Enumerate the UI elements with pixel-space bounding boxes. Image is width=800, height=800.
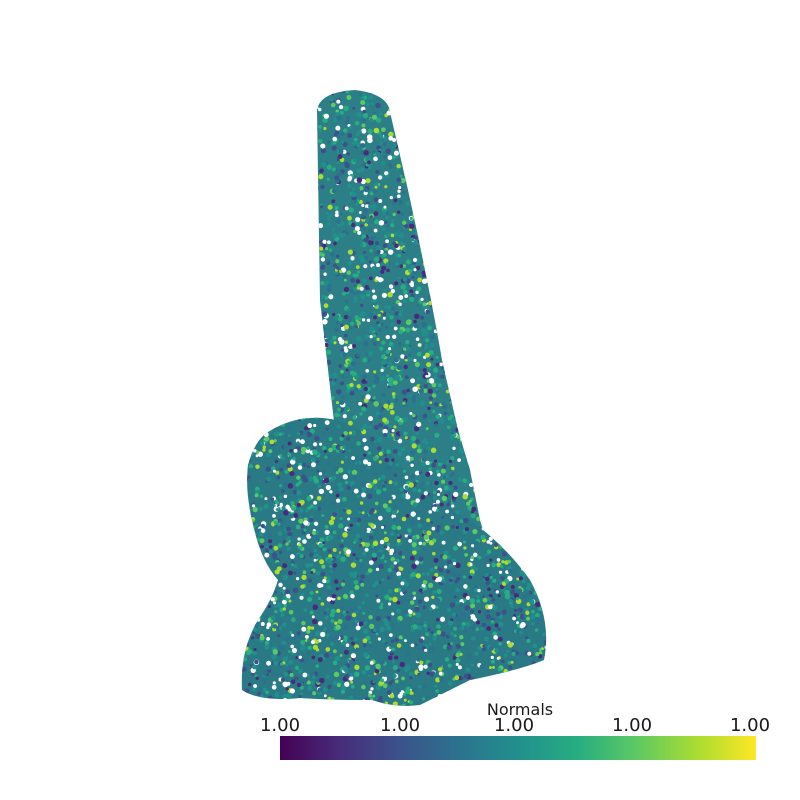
- colorbar-gradient: [280, 736, 756, 760]
- colorbar-tick-label: 1.00: [611, 715, 653, 736]
- colorbar-title: Normals: [486, 700, 554, 719]
- colorbar-tick-label: 1.00: [729, 715, 771, 736]
- colorbar-tick-label: 1.00: [493, 715, 535, 736]
- colorbar-tick-label: 1.00: [259, 715, 301, 736]
- colorbar-tick-label: 1.00: [379, 715, 421, 736]
